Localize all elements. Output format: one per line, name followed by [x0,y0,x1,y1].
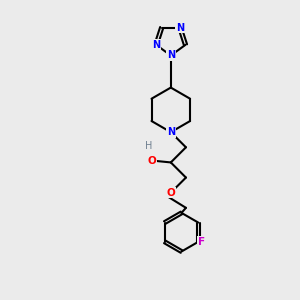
Text: H: H [145,141,152,151]
Text: N: N [167,127,175,137]
Text: F: F [198,237,205,247]
Text: N: N [152,40,160,50]
Text: O: O [147,156,156,166]
Text: N: N [167,50,175,61]
Text: N: N [176,22,184,32]
Text: O: O [167,188,175,198]
